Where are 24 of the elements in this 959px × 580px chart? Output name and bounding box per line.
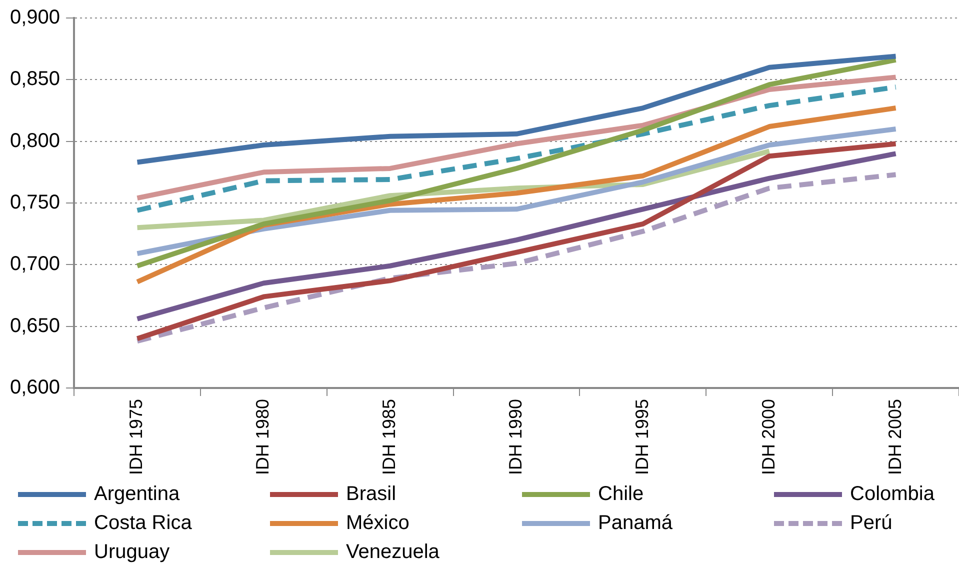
y-tick-label: 0,700 [10, 253, 60, 276]
legend-label: Argentina [94, 483, 180, 506]
legend-label: México [346, 512, 410, 535]
x-tick-label: IDH 1975 [126, 398, 146, 476]
y-tick-label: 0,800 [10, 130, 60, 152]
legend-label: Chile [598, 483, 644, 506]
legend-label: Colombia [850, 483, 934, 506]
x-tick-label: IDH 1990 [505, 398, 526, 476]
legend-label: Panamá [598, 512, 672, 535]
y-tick-label: 0,600 [10, 376, 60, 398]
x-tick-label: IDH 1980 [252, 398, 273, 476]
x-tick-label: IDH 1995 [632, 398, 652, 476]
y-tick-label: 0,900 [10, 6, 60, 29]
y-tick-label: 0,650 [10, 314, 60, 337]
legend-label: Brasil [346, 483, 396, 506]
legend-label: Venezuela [346, 541, 440, 564]
legend-label: Costa Rica [94, 512, 192, 535]
y-tick-label: 0,850 [10, 68, 60, 90]
legend-label: Perú [850, 512, 892, 535]
x-tick-label: IDH 1985 [379, 398, 400, 476]
legend-label: Uruguay [94, 541, 170, 564]
y-tick-label: 0,750 [10, 191, 60, 214]
x-tick-label: IDH 2005 [884, 398, 905, 476]
x-tick-label: IDH 2000 [758, 398, 778, 476]
